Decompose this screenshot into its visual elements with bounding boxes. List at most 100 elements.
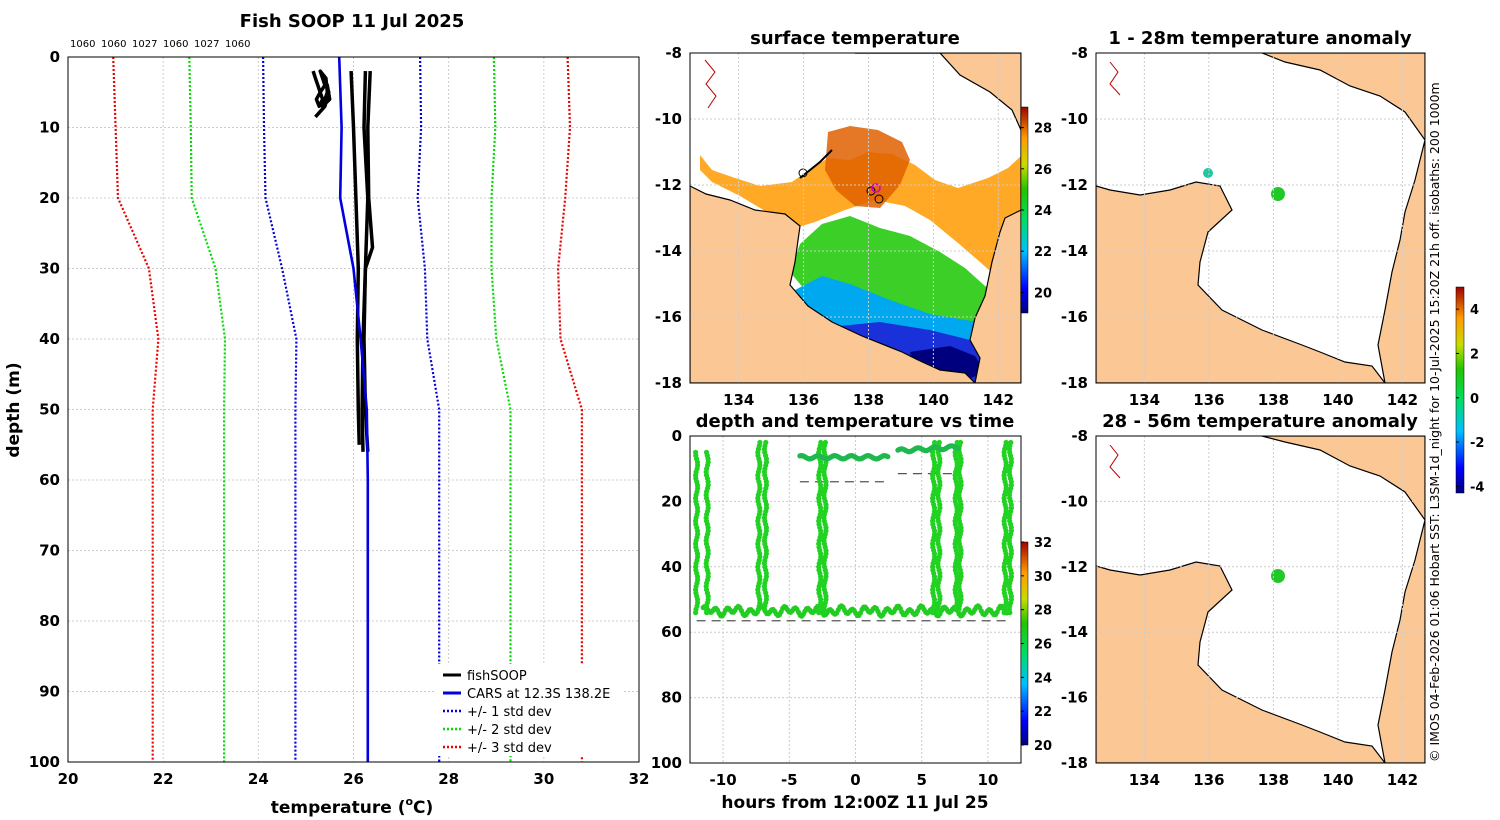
anomaly-map-shallow: 1 - 28m temperature anomaly 134 136 138 140…: [1061, 28, 1485, 495]
colorbar-label: 2: [1470, 347, 1479, 362]
legend-label: +/- 2 std dev: [467, 723, 552, 738]
colorbar-label: 4: [1470, 303, 1479, 318]
y-tick-label: -18: [1061, 754, 1088, 772]
x-tick-label: 28: [438, 770, 459, 788]
depth-time-xlabel: hours from 12:00Z 11 Jul 25: [721, 793, 988, 813]
y-tick-label: -18: [655, 374, 682, 392]
data-point: [693, 610, 699, 616]
profile-chart: Fish SOOP 11 Jul 2025 1060 1060 1027 1060 10…: [4, 11, 649, 818]
data-point: [885, 454, 891, 460]
anomaly-shallow-frame: [1095, 52, 1426, 384]
anomaly-deep-ticks: 134 136 138 140 142 -8 -10 -12 -14 -16 -18: [1061, 427, 1418, 789]
x-tick-label: -10: [710, 771, 737, 789]
legend-label: +/- 1 std dev: [467, 705, 552, 720]
colorbar-label: 32: [1034, 536, 1052, 551]
y-tick-label: -14: [655, 242, 682, 260]
colorbar-label: 28: [1034, 122, 1052, 137]
y-tick-label: -8: [1071, 427, 1088, 445]
y-tick-label: 10: [39, 119, 60, 137]
y-tick-label: -8: [665, 44, 682, 62]
y-tick-label: 50: [39, 401, 60, 419]
std-high-line: [490, 57, 512, 762]
anomaly-deep-land-east: [1261, 436, 1425, 763]
x-tick-label: 140: [918, 391, 949, 409]
sst-marker: [874, 194, 884, 204]
colorbar-label: 26: [1034, 163, 1052, 178]
sst-map: surface temperature 134 136 138 140 142 -8 -10…: [655, 28, 1052, 409]
sst-title: surface temperature: [750, 28, 960, 49]
x-tick-label: 134: [723, 391, 754, 409]
legend-label: fishSOOP: [467, 669, 527, 684]
x-tick-label: 0: [850, 771, 860, 789]
sst-marker: [798, 168, 808, 178]
legend-label: +/- 3 std dev: [467, 741, 552, 756]
anomaly-shallow-area: [1096, 53, 1425, 383]
y-tick-label: 40: [661, 558, 682, 576]
sst-marker: [866, 186, 876, 196]
data-point: [935, 610, 941, 616]
anomaly-shallow-point: [1203, 168, 1213, 178]
anomaly-deep-isobath: [1109, 444, 1121, 479]
x-tick-label: -5: [781, 771, 798, 789]
colorbar-label: 26: [1034, 638, 1052, 653]
y-tick-label: -12: [655, 176, 682, 194]
std-low-line: [188, 57, 227, 762]
fishsoop-profile: [311, 69, 332, 119]
y-tick-label: 20: [39, 189, 60, 207]
sst-warm-field: [700, 152, 1021, 295]
sst-land-west: [690, 185, 976, 383]
std-high-line: [416, 57, 441, 762]
y-tick-label: 80: [39, 612, 60, 630]
anomaly-map-deep: 28 - 56m temperature anomaly 134 136 138 14…: [1061, 411, 1426, 789]
y-tick-label: -16: [1061, 308, 1088, 326]
profile-legend: fishSOOP CARS at 12.3S 138.2E +/- 1 std de…: [436, 664, 624, 756]
y-tick-label: -10: [1061, 110, 1088, 128]
x-tick-label: 134: [1129, 391, 1160, 409]
y-tick-label: 40: [39, 330, 60, 348]
top-annotation: 1027: [132, 39, 157, 50]
data-point: [816, 610, 822, 616]
y-tick-label: -14: [1061, 242, 1088, 260]
anomaly-shallow-land-west: [1096, 181, 1386, 383]
depth-time-colorbar-ticks: 20 22 24 26 28 30 32: [1021, 536, 1052, 754]
y-tick-label: 100: [651, 754, 682, 772]
y-tick-label: -12: [1061, 558, 1088, 576]
profile-ylabel: depth (m): [4, 362, 24, 457]
depth-time-grid: [690, 436, 1021, 763]
x-tick-label: 142: [983, 391, 1014, 409]
colorbar-label: -2: [1470, 436, 1484, 451]
y-tick-label: -8: [1071, 44, 1088, 62]
x-tick-label: 20: [58, 770, 79, 788]
x-tick-label: 26: [343, 770, 364, 788]
anomaly-shallow-isobath: [1109, 61, 1121, 96]
colorbar-label: 0: [1470, 392, 1479, 407]
colorbar-label: 28: [1034, 604, 1052, 619]
std-low-line: [112, 57, 160, 762]
colorbar-label: 30: [1034, 570, 1052, 585]
colorbar-label: 22: [1034, 705, 1052, 720]
legend-box: [436, 664, 624, 756]
colorbar-label: 24: [1034, 204, 1052, 219]
y-tick-label: 20: [661, 492, 682, 510]
anomaly-deep-point: [1271, 569, 1285, 583]
colorbar-label: 20: [1034, 286, 1052, 301]
x-tick-label: 136: [1193, 771, 1224, 789]
colorbar-label: 22: [1034, 245, 1052, 260]
y-tick-label: 60: [39, 471, 60, 489]
x-tick-label: 140: [1322, 391, 1353, 409]
y-tick-label: -14: [1061, 623, 1088, 641]
depth-time-title: depth and temperature vs time: [696, 411, 1015, 432]
profile-ticks: 20 22 24 26 28 30 32 0 10 20 30 40 50 60 70 80 90 100: [29, 48, 650, 788]
x-tick-label: 142: [1387, 771, 1418, 789]
profile-frame: [67, 56, 640, 763]
x-tick-label: 136: [788, 391, 819, 409]
anomaly-colorbar-ticks: -4 -2 0 2 4: [1456, 303, 1484, 495]
data-point: [956, 606, 962, 612]
data-point: [821, 610, 828, 616]
y-tick-label: 60: [661, 623, 682, 641]
x-tick-label: 22: [153, 770, 174, 788]
y-tick-label: -10: [1061, 492, 1088, 510]
sst-land-east: [855, 53, 1021, 383]
y-tick-label: 70: [39, 542, 60, 560]
